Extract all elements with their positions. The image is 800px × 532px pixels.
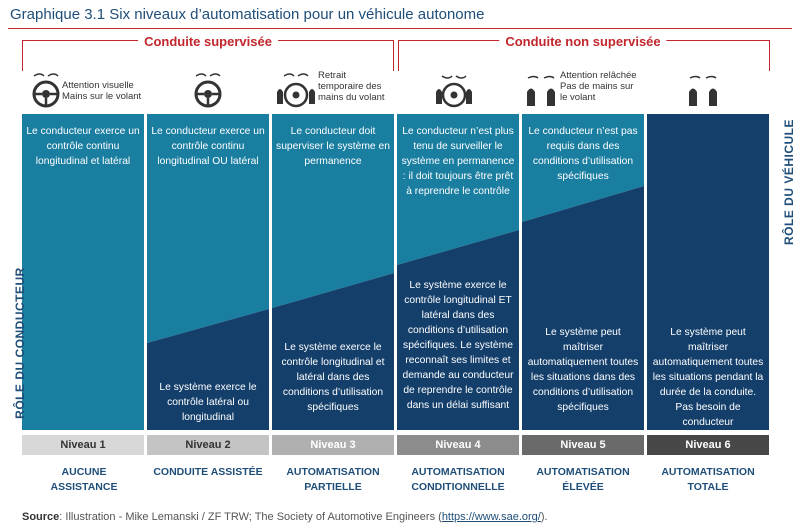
level1-column bbox=[22, 114, 144, 430]
level3-icon-cell: Retrait temporaire des mains du volant bbox=[270, 70, 394, 112]
level6-system-area bbox=[647, 114, 769, 430]
level4-icon-cell bbox=[394, 70, 518, 112]
level5-name: AUTOMATISATION ÉLEVÉE bbox=[536, 466, 630, 493]
level3-name: AUTOMATISATION PARTIELLE bbox=[286, 466, 380, 493]
level2-system-text: Le système exerce le contrôle latéral ou… bbox=[159, 382, 257, 423]
level6-label: Niveau 6 bbox=[647, 435, 769, 455]
source-label: Source bbox=[22, 511, 60, 523]
level6-icon-cell bbox=[642, 70, 766, 112]
level2-label: Niveau 2 bbox=[147, 435, 269, 455]
level5-system-area bbox=[522, 186, 644, 430]
icon-caption-5: Attention relâchée Pas de mains sur le v… bbox=[560, 70, 637, 103]
vehicle-role-label: RÔLE DU VÉHICULE bbox=[782, 118, 797, 246]
source-text: : Illustration - Mike Lemanski / ZF TRW;… bbox=[59, 511, 442, 523]
level2-icon-cell bbox=[146, 70, 270, 112]
level4-column bbox=[397, 114, 519, 430]
level1-icon-cell: Attention visuelle Mains sur le volant bbox=[22, 70, 146, 112]
level1-label: Niveau 1 bbox=[22, 435, 144, 455]
figure-title: Graphique 3.1 Six niveaux d’automatisati… bbox=[10, 6, 485, 23]
level4-system-text: Le système exerce le contrôle longitudin… bbox=[402, 280, 514, 411]
level4-driver-area bbox=[397, 114, 519, 265]
level3-system-area bbox=[272, 273, 394, 430]
icon-row: Attention visuelle Mains sur le volant R… bbox=[22, 70, 768, 112]
hands-off-wheel-icon bbox=[277, 73, 315, 108]
title-rule bbox=[8, 28, 792, 29]
level2-name: CONDUITE ASSISTÉE bbox=[153, 466, 263, 478]
hands-raised-icon bbox=[689, 75, 717, 106]
driver-role-label: RÔLE DU CONDUCTEUR bbox=[12, 267, 27, 419]
icon-caption-3: Retrait temporaire des mains du volant bbox=[318, 70, 385, 103]
source-link[interactable]: https://www.sae.org/ bbox=[441, 511, 541, 523]
level1-driver-text: Le conducteur exerce un contrôle continu… bbox=[26, 126, 140, 167]
level3-system-text: Le système exerce le contrôle longitudin… bbox=[281, 342, 385, 413]
level4-driver-text: Le conducteur n’est plus tenu de surveil… bbox=[401, 126, 515, 197]
relaxed-driver-wheel-icon bbox=[436, 75, 472, 108]
level5-system-text: Le système peut maîtriser automatiquemen… bbox=[527, 327, 639, 413]
level3-column bbox=[272, 114, 394, 430]
source-note: Source: Illustration - Mike Lemanski / Z… bbox=[22, 511, 548, 523]
level1-name: AUCUNE ASSISTANCE bbox=[50, 466, 118, 493]
bracket-unsupervised-label: Conduite non supervisée bbox=[499, 34, 667, 49]
bracket-supervised-label: Conduite supervisée bbox=[138, 34, 278, 49]
steering-wheel-eyes-icon bbox=[194, 73, 222, 108]
hands-raised-icon bbox=[527, 75, 555, 106]
icon-caption-1: Attention visuelle Mains sur le volant bbox=[62, 80, 142, 102]
level5-column bbox=[522, 114, 644, 430]
level4-label: Niveau 4 bbox=[397, 435, 519, 455]
level5-label: Niveau 5 bbox=[522, 435, 644, 455]
level3-driver-area bbox=[272, 114, 394, 308]
steering-wheel-eyes-icon bbox=[32, 73, 60, 108]
level2-driver-area bbox=[147, 114, 269, 343]
level2-system-area bbox=[147, 309, 269, 430]
level3-driver-text: Le conducteur doit superviser le système… bbox=[276, 126, 390, 167]
level4-system-area bbox=[397, 230, 519, 430]
level1-driver-area bbox=[22, 114, 144, 430]
source-end: ). bbox=[540, 511, 548, 523]
level6-system-text: Le système peut maîtriser automatiquemen… bbox=[652, 327, 764, 428]
level3-label: Niveau 3 bbox=[272, 435, 394, 455]
level6-column bbox=[647, 114, 769, 430]
level2-column bbox=[147, 114, 269, 430]
level6-name: AUTOMATISATION TOTALE bbox=[661, 466, 755, 493]
level4-name: AUTOMATISATION CONDITIONNELLE bbox=[411, 466, 505, 493]
level2-driver-text: Le conducteur exerce un contrôle continu… bbox=[151, 126, 265, 167]
level5-driver-text: Le conducteur n’est pas requis dans des … bbox=[528, 126, 638, 182]
level5-icon-cell: Attention relâchée Pas de mains sur le v… bbox=[518, 70, 642, 112]
